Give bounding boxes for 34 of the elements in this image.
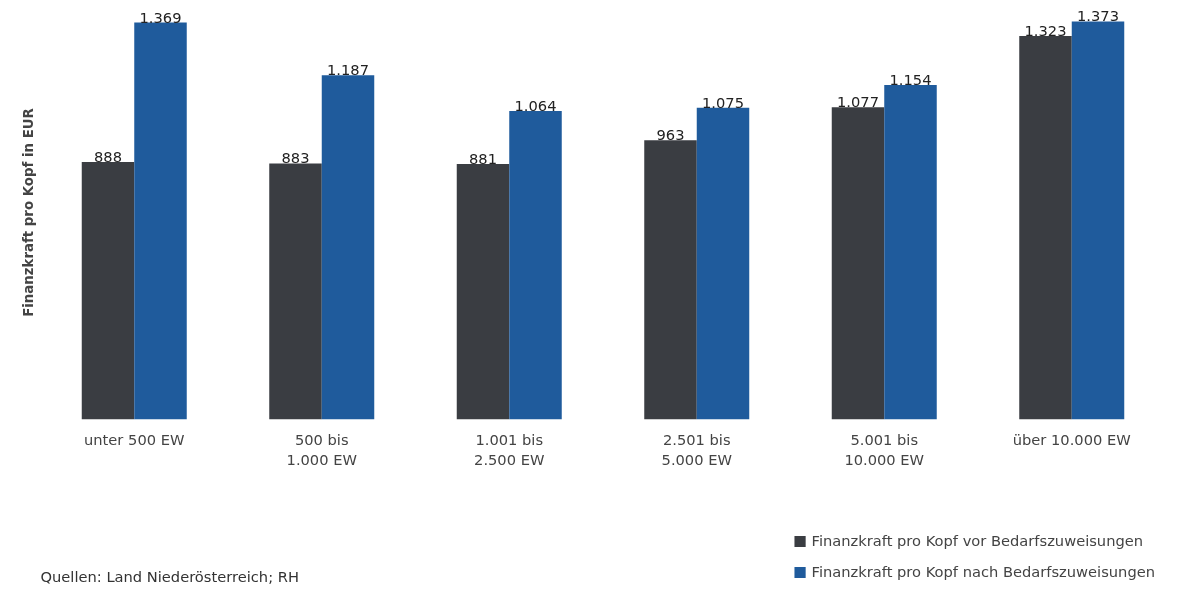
bar <box>321 75 375 420</box>
data-label: 1.075 <box>702 93 744 111</box>
y-axis-title: Finanzkraft pro Kopf in EUR <box>20 108 36 317</box>
data-label: 881 <box>469 150 497 168</box>
x-tick-label: 500 bis 1.000 EW <box>286 430 358 468</box>
bar <box>134 22 187 420</box>
data-label: 1.369 <box>139 8 182 26</box>
bar <box>696 107 750 420</box>
source-note: Quellen: Land Niederösterreich; RH <box>40 567 299 585</box>
legend-label: Finanzkraft pro Kopf nach Bedarfszuweisungen <box>811 563 1155 580</box>
data-label: 888 <box>94 148 122 166</box>
bar <box>1019 35 1072 420</box>
bar <box>644 140 697 420</box>
bar <box>456 164 510 420</box>
bar <box>884 84 937 420</box>
data-label: 1.373 <box>1077 7 1119 25</box>
bar <box>1071 21 1125 420</box>
bar <box>831 107 885 420</box>
x-tick-label: über 10.000 EW <box>1012 430 1132 448</box>
x-tick-label: 5.001 bis 10.000 EW <box>844 430 925 468</box>
data-label: 883 <box>281 149 310 167</box>
data-label: 963 <box>656 126 685 144</box>
data-label: 1.154 <box>889 70 932 88</box>
x-tick-label: unter 500 EW <box>84 430 185 448</box>
data-label: 1.064 <box>514 97 557 115</box>
x-tick-label: 1.001 bis 2.500 EW <box>474 430 545 468</box>
bar <box>509 111 562 420</box>
bar <box>81 162 135 420</box>
data-label: 1.077 <box>837 93 879 111</box>
data-label: 1.187 <box>327 61 369 79</box>
x-tick-label: 2.501 bis 5.000 EW <box>661 430 733 468</box>
legend-label: Finanzkraft pro Kopf vor Bedarfszuweisungen <box>811 532 1144 549</box>
data-label: 1.323 <box>1024 21 1067 39</box>
bar <box>269 163 322 420</box>
